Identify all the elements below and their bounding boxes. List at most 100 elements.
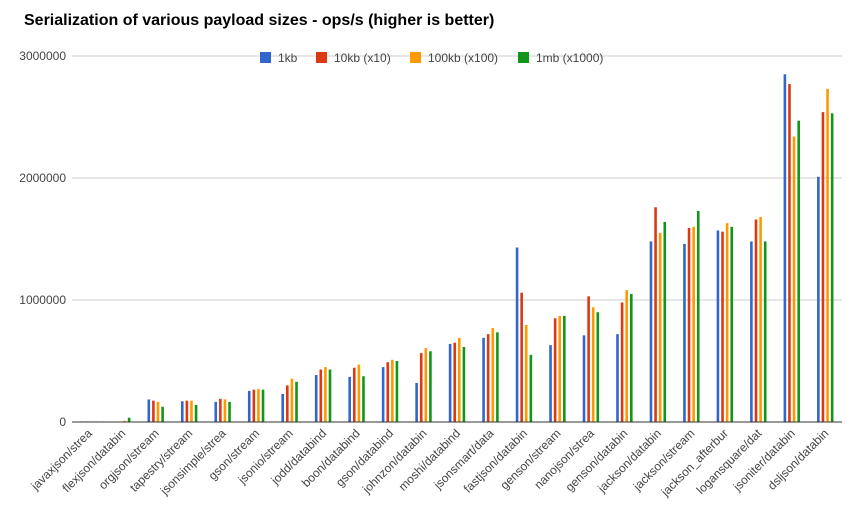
bar: [147, 399, 151, 422]
bar: [529, 354, 533, 422]
bar: [649, 241, 653, 422]
bar: [750, 241, 753, 422]
bar: [381, 367, 385, 422]
bar: [696, 210, 700, 422]
bar: [314, 375, 318, 422]
bar: [362, 376, 365, 422]
chart-title: Serialization of various payload sizes -…: [24, 12, 495, 29]
bar: [721, 231, 724, 422]
bar: [324, 367, 327, 422]
bar: [792, 136, 796, 422]
bar: [357, 364, 361, 422]
y-tick-label: 2000000: [19, 171, 66, 185]
bar: [754, 219, 758, 422]
bar: [295, 381, 298, 422]
bar: [620, 302, 624, 422]
bar: [730, 226, 734, 422]
bar: [797, 120, 800, 422]
legend-label: 1kb: [278, 51, 298, 65]
bar: [290, 378, 294, 422]
bar: [127, 417, 131, 422]
bar: [214, 401, 218, 422]
bar: [491, 328, 495, 422]
bar: [261, 389, 265, 422]
bar: [281, 393, 285, 422]
bar: [654, 207, 657, 422]
bar: [391, 359, 394, 422]
bar: [180, 401, 184, 422]
bar: [190, 400, 193, 422]
bar: [419, 353, 423, 422]
legend-swatch: [518, 52, 529, 63]
bar: [328, 369, 332, 422]
bar: [553, 318, 557, 422]
bar: [658, 232, 662, 422]
bar: [247, 390, 251, 422]
bar: [763, 241, 767, 422]
bar: [716, 230, 720, 422]
legend-swatch: [260, 52, 271, 63]
bar: [424, 348, 428, 422]
bar: [625, 290, 628, 422]
bar: [663, 221, 667, 422]
bar: [156, 401, 160, 422]
bar: [352, 367, 356, 422]
bar: [515, 247, 519, 422]
bar: [257, 389, 260, 422]
x-tick-label: dsljson/databin: [765, 426, 832, 493]
bar: [228, 401, 231, 422]
bar: [549, 345, 552, 422]
bar: [821, 112, 825, 423]
bar: [286, 385, 289, 422]
bar: [252, 389, 256, 422]
bar: [496, 332, 499, 422]
bar: [683, 243, 686, 422]
bar: [395, 361, 399, 422]
bar: [123, 420, 126, 422]
legend-label: 100kb (x100): [428, 51, 498, 65]
bar: [725, 223, 729, 422]
bar: [591, 307, 595, 422]
x-axis-labels: javaxjson/streaflexjson/databinorgjson/s…: [28, 426, 832, 500]
bars: [80, 74, 834, 423]
legend: 1kb 10kb (x10) 100kb (x100) 1mb (x1000): [260, 51, 603, 65]
bar: [429, 351, 432, 422]
bar: [386, 362, 390, 422]
bar: [563, 315, 566, 422]
bar: [817, 176, 820, 422]
y-axis-ticks: 0 1000000 2000000 3000000: [19, 49, 66, 429]
bar: [185, 400, 189, 422]
bar: [687, 228, 691, 422]
bar: [783, 74, 787, 423]
bar: [462, 346, 466, 422]
bar: [524, 325, 528, 422]
bar: [759, 217, 762, 422]
gridlines: [72, 55, 842, 301]
bar: [582, 335, 586, 422]
bar: [348, 376, 351, 422]
bar: [486, 334, 490, 422]
bar: [788, 84, 791, 422]
legend-swatch: [410, 52, 421, 63]
legend-label: 10kb (x10): [334, 51, 391, 65]
bar: [558, 315, 562, 422]
bar: [692, 226, 695, 422]
bar: [161, 406, 164, 422]
bar: [482, 337, 485, 422]
y-tick-label: 0: [59, 415, 66, 429]
bar: [458, 337, 461, 422]
bar: [223, 399, 227, 422]
bar: [453, 342, 456, 422]
bar: [319, 369, 323, 422]
bar: [629, 293, 633, 422]
bar: [616, 334, 619, 422]
bar: [520, 292, 523, 422]
bar: [448, 343, 452, 422]
bar: [194, 404, 198, 422]
bar: [596, 312, 600, 422]
bar: [152, 400, 155, 422]
y-tick-label: 3000000: [19, 49, 66, 63]
bar: [830, 113, 834, 422]
